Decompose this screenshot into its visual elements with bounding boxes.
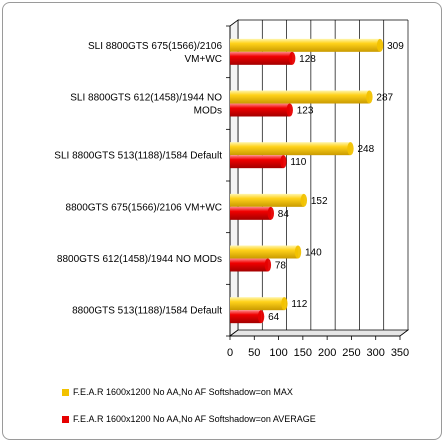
x-tick-label: 100 — [269, 347, 287, 359]
bar-max — [230, 245, 298, 259]
bars-layer — [230, 38, 384, 324]
bar-cap-max — [300, 193, 308, 207]
category-label: SLI 8800GTS 513(1188)/1584 Default — [54, 151, 222, 162]
legend-label-average: F.E.A.R 1600x1200 No AA,No AF Softshadow… — [73, 414, 316, 424]
data-label-max: 152 — [311, 196, 328, 207]
grid-layer — [229, 19, 409, 337]
bar-max — [230, 142, 351, 156]
data-label-max: 248 — [357, 144, 374, 155]
data-label-average: 64 — [268, 312, 280, 323]
bar-max — [230, 297, 285, 311]
bar-cap-average — [286, 103, 293, 117]
left-wall — [229, 19, 239, 337]
chart-frame — [2, 2, 442, 440]
data-label-max: 140 — [305, 248, 322, 259]
floor — [228, 329, 410, 337]
data-label-average: 110 — [290, 157, 306, 168]
bar-average — [230, 258, 268, 272]
bar-max — [230, 38, 381, 52]
category-label: 8800GTS 612(1458)/1944 NO MODs — [57, 254, 222, 265]
data-label-average: 123 — [297, 106, 314, 117]
bar-average — [230, 51, 293, 65]
legend-label-max: F.E.A.R 1600x1200 No AA,No AF Softshadow… — [73, 387, 293, 397]
bar-average — [230, 206, 271, 220]
x-tick-label: 350 — [391, 347, 409, 359]
data-label-average: 84 — [278, 209, 290, 220]
category-label: 8800GTS 675(1566)/2106 VM+WC — [66, 202, 222, 213]
bar-max — [230, 193, 304, 207]
category-label: 8800GTS 513(1188)/1584 Default — [72, 306, 222, 317]
legend: F.E.A.R 1600x1200 No AA,No AF Softshadow… — [62, 387, 316, 424]
legend-swatch-max — [62, 389, 69, 396]
bar-cap-average — [288, 51, 296, 65]
bar-average — [230, 103, 290, 117]
bar-cap-max — [281, 297, 288, 311]
data-label-max: 287 — [376, 93, 393, 104]
data-label-max: 112 — [291, 299, 307, 310]
data-label-average: 78 — [275, 261, 287, 272]
bar-cap-average — [280, 155, 287, 169]
bar-cap-max — [294, 245, 302, 259]
bar-cap-average — [257, 310, 265, 324]
x-tick-label: 250 — [342, 347, 360, 359]
category-label: VM+WC — [185, 54, 223, 65]
category-label: SLI 8800GTS 612(1458)/1944 NO — [70, 93, 222, 104]
bar-cap-average — [264, 258, 272, 272]
category-label: MODs — [194, 106, 222, 117]
bar-average — [230, 155, 284, 169]
labels-layer: 309 128 SLI 8800GTS 675(1566)/2106 VM+WC 287… — [54, 41, 404, 323]
x-tick-label: 50 — [248, 347, 260, 359]
data-label-average: 128 — [299, 54, 316, 65]
bar-cap-max — [366, 90, 373, 104]
x-tick-label: 300 — [367, 347, 385, 359]
bar-max — [230, 90, 370, 104]
x-tick-label: 200 — [318, 347, 336, 359]
x-tick-label: 0 — [227, 347, 233, 359]
x-tick-label: 150 — [294, 347, 312, 359]
bar-average — [230, 310, 262, 324]
bar-cap-max — [347, 142, 354, 156]
bar-cap-max — [376, 38, 384, 52]
data-label-max: 309 — [387, 41, 404, 52]
legend-swatch-average — [62, 416, 69, 423]
category-label: SLI 8800GTS 675(1566)/2106 — [88, 41, 222, 52]
bar-cap-average — [267, 206, 274, 220]
